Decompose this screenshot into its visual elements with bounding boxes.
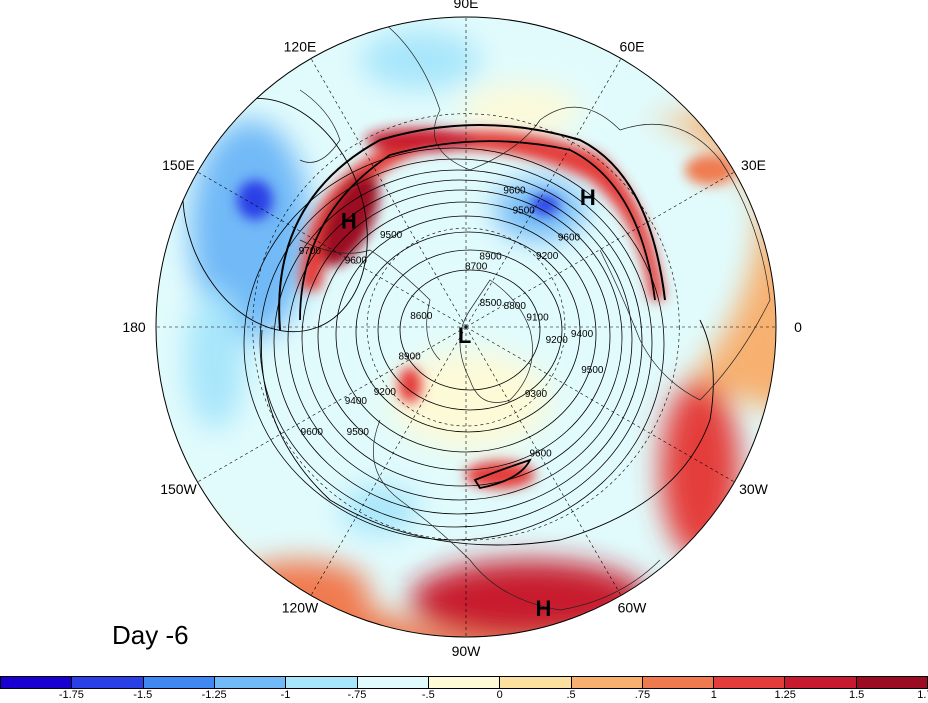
colorbar bbox=[0, 676, 928, 689]
colorbar-tick: 0 bbox=[496, 689, 503, 701]
polar-stereographic-map: 9600950095009600970096009200870089008500… bbox=[122, 0, 802, 659]
colorbar-tick: 1.75 bbox=[917, 689, 928, 701]
longitude-label: 150E bbox=[162, 157, 195, 173]
meridian-line bbox=[465, 58, 622, 328]
contour-label: 9200 bbox=[536, 251, 559, 262]
longitude-label: 180 bbox=[122, 319, 146, 335]
contour-label: 8900 bbox=[479, 252, 502, 263]
colorbar-swatch bbox=[714, 677, 786, 688]
contour-label: 9500 bbox=[347, 427, 370, 438]
contour-label: 8600 bbox=[410, 311, 433, 322]
colorbar-tick: -1.5 bbox=[133, 689, 153, 701]
colorbar-tick: 1 bbox=[710, 689, 717, 701]
colorbar-tick: -.75 bbox=[347, 689, 367, 701]
coastlines bbox=[299, 19, 771, 611]
colorbar-swatch bbox=[72, 677, 144, 688]
meridian-line bbox=[465, 326, 622, 596]
day-label: Day -6 bbox=[112, 620, 189, 650]
colorbar-swatch bbox=[785, 677, 857, 688]
longitude-label: 0 bbox=[794, 319, 802, 335]
colorbar-tick: -1 bbox=[280, 689, 291, 701]
contour-labels: 9600950095009600970096009200870089008500… bbox=[299, 186, 604, 460]
colorbar-tick: -.5 bbox=[421, 689, 435, 701]
longitude-label: 120E bbox=[284, 38, 317, 54]
contour-label: 9500 bbox=[513, 206, 536, 217]
longitude-label: 60W bbox=[618, 600, 648, 616]
contour-label: 8700 bbox=[465, 261, 488, 272]
contour-label: 9400 bbox=[345, 396, 368, 407]
colorbar-swatch bbox=[1, 677, 73, 688]
colorbar-tick: -1.25 bbox=[201, 689, 227, 701]
longitude-label: 120W bbox=[282, 600, 319, 616]
contour-label: 9600 bbox=[345, 255, 368, 266]
longitude-label: 30W bbox=[739, 481, 769, 497]
meridian-line bbox=[197, 171, 467, 328]
contour-label: 9500 bbox=[380, 230, 403, 241]
contour-label: 9400 bbox=[571, 329, 594, 340]
colorbar-swatch bbox=[286, 677, 358, 688]
longitude-label: 90W bbox=[452, 643, 482, 659]
colorbar-swatch bbox=[500, 677, 572, 688]
contour-label: 9200 bbox=[374, 387, 397, 398]
map-border bbox=[155, 16, 777, 638]
parallel-line bbox=[252, 113, 680, 541]
contour-label: 9300 bbox=[525, 389, 548, 400]
longitude-label: 90E bbox=[454, 0, 479, 11]
pressure-centers: H H H L bbox=[341, 185, 596, 621]
graticule bbox=[156, 17, 776, 637]
contour-label: 9600 bbox=[558, 233, 581, 244]
colorbar-swatch bbox=[143, 677, 215, 688]
low-pressure-marker: L bbox=[458, 323, 471, 348]
meridian-line bbox=[465, 171, 735, 328]
meridian-line bbox=[310, 326, 467, 596]
colorbar-swatch bbox=[428, 677, 501, 688]
contour-label: 8900 bbox=[398, 352, 421, 363]
colorbar-swatch bbox=[856, 677, 928, 688]
colorbar-tick: 1.5 bbox=[848, 689, 865, 701]
colorbar-tick: 1.25 bbox=[774, 689, 796, 701]
longitude-label: 60E bbox=[620, 38, 645, 54]
contour-label: 9200 bbox=[546, 335, 569, 346]
high-pressure-marker: H bbox=[580, 185, 596, 210]
colorbar-tick: -1.75 bbox=[58, 689, 84, 701]
contour-label: 8800 bbox=[504, 301, 527, 312]
contour-label: 9100 bbox=[526, 313, 549, 324]
colorbar-swatch bbox=[642, 677, 715, 688]
contour-label: 9600 bbox=[503, 186, 526, 197]
high-pressure-marker: H bbox=[535, 596, 551, 621]
contour-label: 9500 bbox=[581, 365, 604, 376]
colorbar-tick: .5 bbox=[566, 689, 576, 701]
meridian-line bbox=[197, 326, 467, 483]
longitude-label: 150W bbox=[160, 481, 197, 497]
meridian-line bbox=[310, 58, 467, 328]
contour-label: 9600 bbox=[530, 448, 553, 459]
meridian-line bbox=[465, 326, 735, 483]
colorbar-tick-labels: -1.75 -1.5 -1.25 -1 -.75 -.5 0 .5 .75 1 1.25 1.5 1.7… bbox=[0, 689, 928, 703]
colorbar-swatch bbox=[214, 677, 287, 688]
high-pressure-marker: H bbox=[341, 209, 357, 234]
longitude-labels: 90E 60E 30E 0 30W 60W 90W 120W 150W 180 150E 120E bbox=[122, 0, 802, 659]
contour-label: 9700 bbox=[299, 246, 322, 257]
colorbar-tick: .75 bbox=[634, 689, 651, 701]
colorbar-swatch bbox=[357, 677, 429, 688]
contour-label: 8500 bbox=[480, 298, 503, 309]
longitude-label: 30E bbox=[741, 157, 766, 173]
parallel-line bbox=[366, 227, 566, 427]
colorbar-swatch bbox=[571, 677, 643, 688]
contour-label: 9600 bbox=[301, 427, 324, 438]
